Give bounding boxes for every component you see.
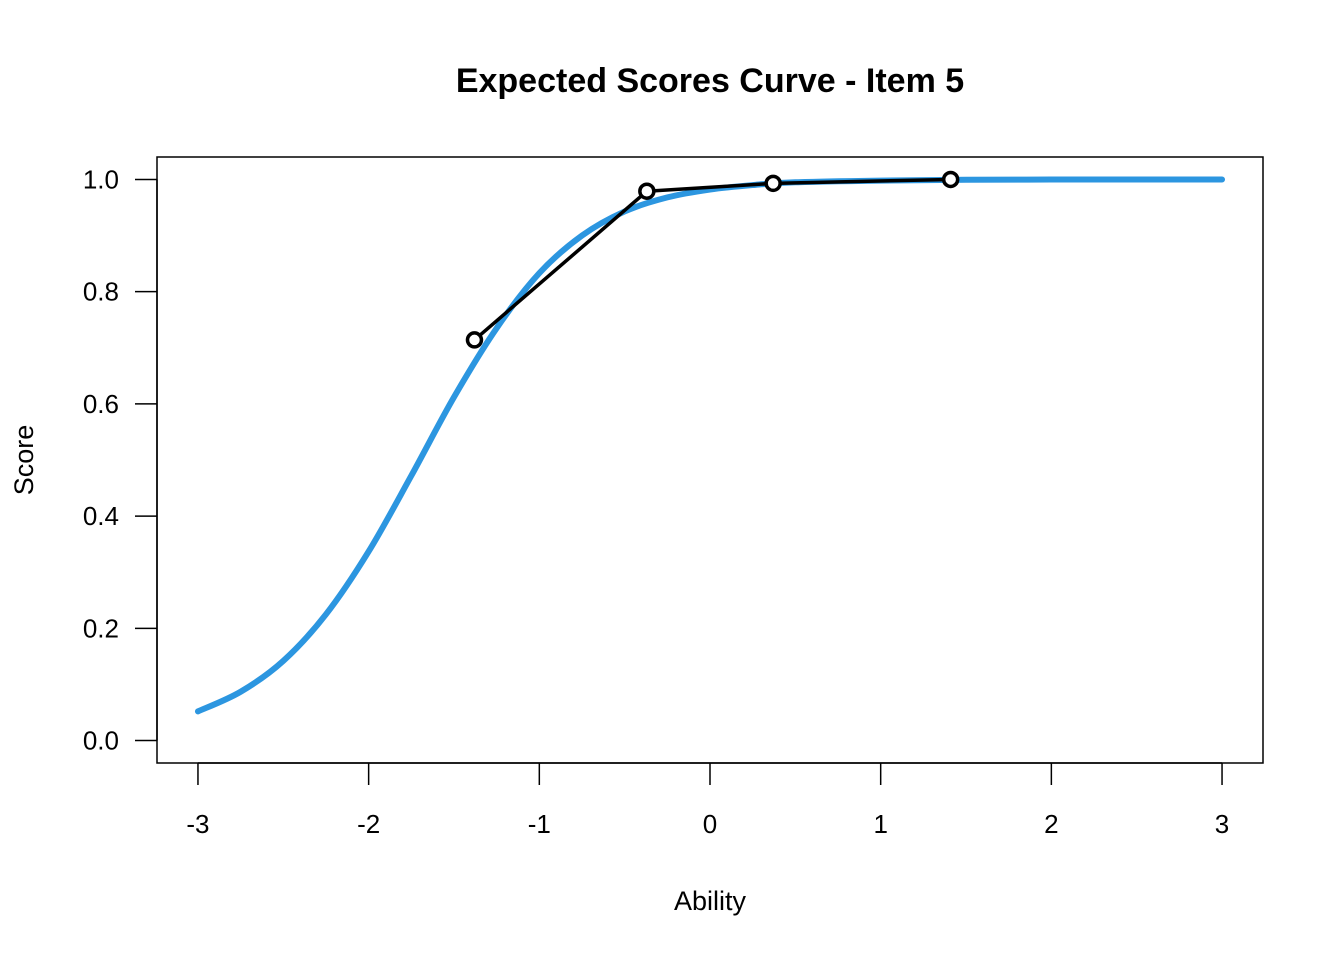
x-axis: -3 -2 -1 0 1 2 3 xyxy=(186,762,1229,839)
y-tick-label: 0.6 xyxy=(83,389,119,419)
y-axis: 0.0 0.2 0.4 0.6 0.8 1.0 xyxy=(83,164,158,756)
x-tick-label: -3 xyxy=(186,809,209,839)
y-tick-label: 0.4 xyxy=(83,501,119,531)
x-tick-label: 3 xyxy=(1215,809,1229,839)
expected-score-curve xyxy=(194,176,1226,715)
x-tick-label: 1 xyxy=(873,809,887,839)
plot-frame xyxy=(156,156,1264,764)
observed-score-point xyxy=(941,170,960,189)
x-tick-label: 0 xyxy=(703,809,717,839)
y-axis-label: Score xyxy=(9,425,39,496)
observed-score-point xyxy=(638,182,656,200)
y-tick-label: 0.8 xyxy=(83,277,119,307)
observed-score-line xyxy=(473,177,951,342)
x-tick-label: 2 xyxy=(1044,809,1058,839)
observed-score-point xyxy=(465,331,484,349)
chart-title: Expected Scores Curve - Item 5 xyxy=(456,62,964,100)
series-layer xyxy=(194,170,1226,715)
y-tick-label: 0.0 xyxy=(83,726,119,756)
y-tick-label: 1.0 xyxy=(83,164,119,194)
observed-score-point xyxy=(764,174,782,193)
x-tick-label: -1 xyxy=(528,809,551,839)
x-tick-label: -2 xyxy=(357,809,380,839)
y-tick-label: 0.2 xyxy=(83,613,119,643)
x-axis-label: Ability xyxy=(674,886,747,916)
